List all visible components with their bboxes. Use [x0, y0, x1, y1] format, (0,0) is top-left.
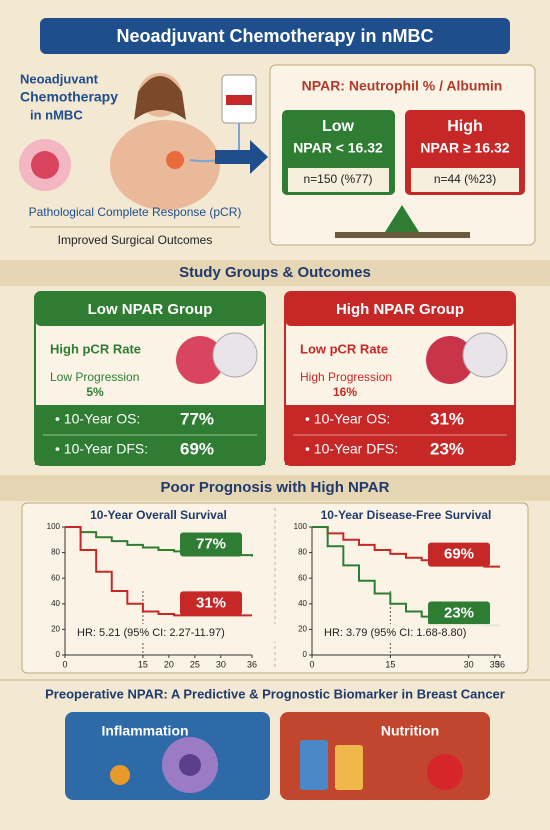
card-title: High NPAR Group [336, 301, 464, 318]
value-label: 23% [444, 605, 474, 622]
stat-label: • 10-Year DFS: [305, 441, 398, 457]
y-tick-label: 60 [298, 573, 307, 582]
section-band [0, 475, 550, 501]
x-tick-label: 0 [309, 659, 314, 669]
stat-value: 69% [180, 439, 214, 458]
value-label-box [180, 591, 242, 616]
stat-label: • 10-Year OS: [305, 411, 390, 427]
intro-line: in nMBC [30, 107, 83, 122]
fruit-icon [426, 336, 474, 384]
section-title: Poor Prognosis with High NPAR [161, 479, 390, 496]
tumor-core [31, 151, 59, 179]
y-tick-label: 20 [298, 625, 307, 634]
progression-value: 5% [86, 385, 104, 399]
chart-title: 10-Year Disease-Free Survival [321, 508, 492, 522]
y-tick-label: 0 [303, 650, 308, 659]
stat-label: • 10-Year OS: [55, 411, 140, 427]
intro-line: Chemotherapy [20, 89, 118, 105]
bottle-icon [300, 740, 328, 790]
x-tick-label: 36 [495, 659, 505, 669]
value-label-box [428, 542, 490, 567]
balance-bar [335, 232, 470, 238]
balance-base [385, 205, 419, 232]
fruit-icon [462, 332, 508, 378]
patient-body [110, 120, 220, 210]
arrow [215, 140, 268, 174]
fruit-icon [176, 336, 224, 384]
y-tick-label: 100 [294, 522, 308, 531]
particle-icon [110, 765, 130, 785]
value-label-box [180, 532, 242, 557]
tag: Nutrition [381, 723, 439, 739]
pcr-text: Pathological Complete Response (pCR) [29, 205, 242, 219]
y-tick-label: 100 [47, 522, 61, 531]
progression: High Progression [300, 370, 392, 384]
group-count: n=150 (%77) [303, 172, 372, 186]
value-label-box [428, 601, 490, 626]
y-tick-label: 0 [56, 650, 61, 659]
iv-label [226, 95, 252, 105]
y-tick-label: 40 [298, 599, 307, 608]
y-tick-label: 40 [51, 599, 60, 608]
value-label: 77% [196, 535, 226, 552]
value-label: 31% [196, 594, 226, 611]
pcr-rate: Low pCR Rate [300, 341, 388, 356]
group-count: n=44 (%23) [434, 172, 496, 186]
x-tick-label: 25 [190, 659, 200, 669]
intro-line: Neoadjuvant [20, 71, 99, 86]
hazard-ratio: HR: 5.21 (95% CI: 2.27-11.97) [77, 627, 225, 639]
section-title: Study Groups & Outcomes [179, 264, 371, 281]
low-count-bg [288, 168, 389, 192]
progression: Low Progression [50, 370, 139, 384]
x-tick-label: 15 [138, 659, 148, 669]
group-name: Low [322, 118, 355, 135]
patient-hair [134, 76, 186, 120]
apple-icon [427, 754, 463, 790]
stat-value: 31% [430, 409, 464, 428]
x-tick-label: 0 [62, 659, 67, 669]
pcr-rate: High pCR Rate [50, 341, 141, 356]
x-tick-label: 30 [464, 659, 474, 669]
value-label: 69% [444, 546, 474, 563]
section-band [0, 260, 550, 286]
chart-title: 10-Year Overall Survival [90, 508, 227, 522]
x-tick-label: 35 [490, 659, 500, 669]
stat-label: • 10-Year DFS: [55, 441, 148, 457]
y-tick-label: 20 [51, 625, 60, 634]
y-tick-label: 80 [51, 548, 60, 557]
group-name: High [447, 118, 483, 135]
stat-value: 77% [180, 409, 214, 428]
high-count-bg [411, 168, 519, 192]
outcome-text: Improved Surgical Outcomes [58, 233, 213, 247]
x-tick-label: 30 [216, 659, 226, 669]
bottle-icon [335, 745, 363, 790]
title: Neoadjuvant Chemotherapy in nMBC [116, 26, 433, 46]
y-tick-label: 80 [298, 548, 307, 557]
group-rule: NPAR ≥ 16.32 [420, 140, 509, 156]
cell-nucleus [179, 754, 201, 776]
title-banner [40, 18, 510, 54]
stat-value: 23% [430, 439, 464, 458]
tag: Inflammation [101, 723, 188, 739]
npar-title: NPAR: Neutrophil % / Albumin [302, 78, 503, 94]
hr-box [73, 624, 280, 642]
fruit-icon [212, 332, 258, 378]
hazard-ratio: HR: 3.79 (95% CI: 1.68-8.80) [324, 627, 466, 639]
x-tick-label: 15 [385, 659, 395, 669]
y-tick-label: 60 [51, 573, 60, 582]
card-title: Low NPAR Group [88, 301, 213, 318]
x-tick-label: 36 [247, 659, 257, 669]
group-rule: NPAR < 16.32 [293, 140, 383, 156]
tumor-spot [166, 151, 184, 169]
card-header [285, 292, 515, 326]
footer-text: Preoperative NPAR: A Predictive & Progno… [45, 686, 505, 701]
hr-box [320, 624, 518, 642]
x-tick-label: 20 [164, 659, 174, 669]
progression-value: 16% [333, 385, 357, 399]
card-header [35, 292, 265, 326]
